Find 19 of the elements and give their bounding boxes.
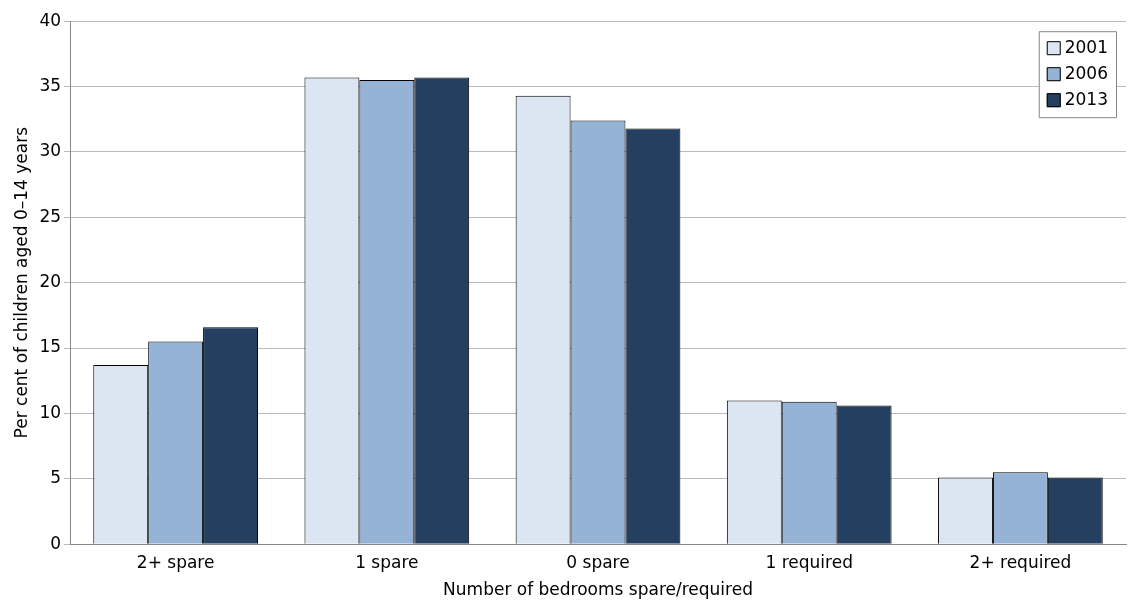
x-axis-title: Number of bedrooms spare/required [443, 579, 753, 600]
x-tick-label: 2+ required [969, 551, 1072, 572]
legend-label: 2006 [1064, 62, 1108, 83]
y-tick-label: 35 [39, 75, 62, 95]
y-tick-label: 25 [39, 205, 62, 226]
legend-label: 2013 [1064, 88, 1108, 109]
y-tick-label: 15 [39, 336, 62, 357]
x-tick-label: 2+ spare [136, 551, 215, 572]
y-tick-label: 0 [50, 532, 62, 553]
x-tick-label: 1 required [765, 551, 853, 572]
y-tick-label: 20 [39, 271, 62, 292]
x-tick-label: 1 spare [355, 551, 419, 572]
y-tick-label: 10 [39, 401, 62, 422]
x-tick-label: 0 spare [566, 551, 630, 572]
y-axis-title: Per cent of children aged 0–14 years [10, 126, 31, 439]
y-tick-label: 40 [39, 9, 62, 30]
y-tick-label: 30 [39, 140, 62, 161]
y-tick-label: 5 [50, 467, 62, 488]
legend-label: 2001 [1064, 36, 1108, 57]
